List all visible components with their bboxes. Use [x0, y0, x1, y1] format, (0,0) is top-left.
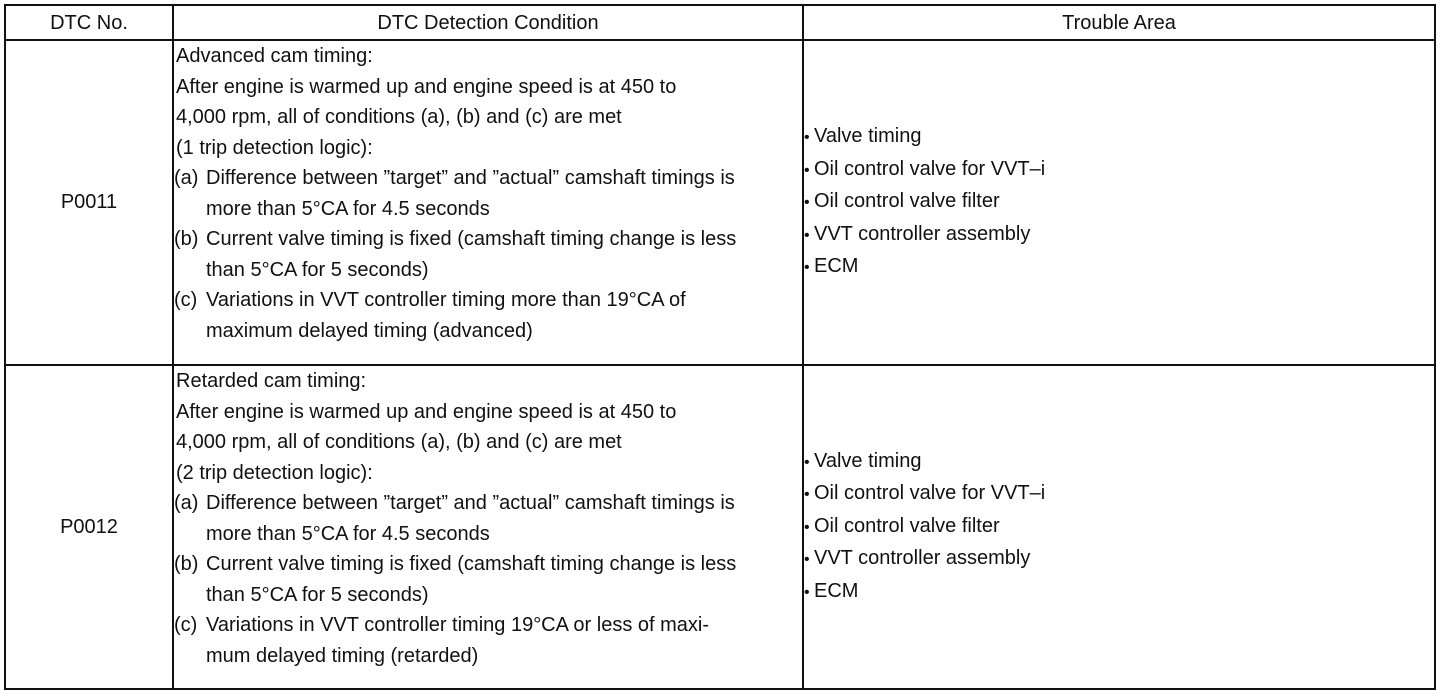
item-text: Variations in VVT controller timing 19°C… [206, 614, 710, 636]
condition-text: After engine is warmed up and engine spe… [176, 400, 677, 423]
list-item-label: VVT controller assembly [814, 222, 1031, 245]
list-item-label: Oil control valve for VVT–i [814, 482, 1046, 505]
list-item-label: Valve timing [814, 449, 922, 472]
condition-text: After engine is warmed up and engine spe… [176, 75, 677, 98]
condition-text: (1 trip detection logic): [176, 136, 373, 159]
list-item-label: Oil control valve for VVT–i [814, 157, 1046, 180]
item-continuation: more than 5°CA for 4.5 seconds [206, 522, 490, 545]
list-item: • ECM [804, 576, 1434, 609]
bullet-icon: • [804, 518, 810, 536]
list-item: • ECM [804, 251, 1434, 284]
condition-title: Advanced cam timing: [176, 45, 373, 67]
list-item-label: ECM [814, 579, 859, 602]
bullet-icon: • [804, 129, 810, 147]
item-marker: (c) [174, 614, 198, 636]
condition-item-a: (a) Difference between ”target” and ”actu… [174, 488, 802, 519]
item-text: Variations in VVT controller timing more… [206, 289, 686, 311]
item-continuation: than 5°CA for 5 seconds) [206, 258, 429, 281]
condition-item-b: (b) Current valve timing is fixed (camsha… [174, 549, 802, 580]
list-item: • Valve timing [804, 446, 1434, 479]
item-marker: (a) [174, 492, 199, 514]
list-item: • Oil control valve filter [804, 511, 1434, 544]
item-text: Difference between ”target” and ”actual”… [206, 492, 735, 514]
dtc-number-cell: P0011 [4, 39, 174, 366]
item-continuation: than 5°CA for 5 seconds) [206, 583, 429, 606]
list-item-label: Valve timing [814, 125, 922, 148]
condition-item-c: (c) Variations in VVT controller timing m… [174, 285, 802, 316]
bullet-icon: • [804, 486, 810, 504]
trouble-area-list: • Valve timing • Oil control valve for VVT… [804, 121, 1434, 284]
list-item: • VVT controller assembly [804, 543, 1434, 576]
detection-condition-cell: Retarded cam timing: After engine is war… [172, 364, 804, 690]
trouble-area-list: • Valve timing • Oil control valve for VVT… [804, 446, 1434, 609]
header-dtc-no: DTC No. [4, 4, 174, 41]
document-page: DTC No. DTC Detection Condition Trouble … [4, 4, 1436, 690]
item-marker: (a) [174, 167, 199, 189]
condition-item-a: (a) Difference between ”target” and ”actu… [174, 163, 802, 194]
list-item-label: VVT controller assembly [814, 547, 1031, 570]
item-continuation: maximum delayed timing (advanced) [206, 319, 533, 342]
condition-text: (2 trip detection logic): [176, 461, 373, 484]
list-item: • Valve timing [804, 121, 1434, 154]
condition-title: Retarded cam timing: [176, 370, 367, 392]
condition-item-b: (b) Current valve timing is fixed (camsha… [174, 224, 802, 255]
header-row: DTC No. DTC Detection Condition Trouble … [4, 4, 1436, 41]
table-row: P0012 Retarded cam timing: After engine … [4, 364, 1436, 690]
item-continuation: more than 5°CA for 4.5 seconds [206, 197, 490, 220]
header-trouble-area: Trouble Area [802, 4, 1436, 41]
item-text: Current valve timing is fixed (camshaft … [206, 228, 737, 250]
list-item: • VVT controller assembly [804, 219, 1434, 252]
condition-text: 4,000 rpm, all of conditions (a), (b) an… [176, 431, 622, 453]
trouble-area-cell: • Valve timing • Oil control valve for VVT… [802, 364, 1436, 690]
condition-text: 4,000 rpm, all of conditions (a), (b) an… [176, 106, 622, 128]
bullet-icon: • [804, 226, 810, 244]
list-item: • Oil control valve for VVT–i [804, 478, 1434, 511]
table-row: P0011 Advanced cam timing: After engine … [4, 39, 1436, 366]
list-item: • Oil control valve for VVT–i [804, 154, 1434, 187]
trouble-area-cell: • Valve timing • Oil control valve for VVT… [802, 39, 1436, 366]
list-item-label: Oil control valve filter [814, 514, 1000, 537]
item-marker: (b) [174, 553, 199, 575]
detection-condition-cell: Advanced cam timing: After engine is war… [172, 39, 804, 366]
table-header: DTC No. DTC Detection Condition Trouble … [4, 4, 1436, 41]
list-item-label: Oil control valve filter [814, 190, 1000, 213]
item-continuation: mum delayed timing (retarded) [206, 644, 479, 667]
dtc-table: DTC No. DTC Detection Condition Trouble … [4, 4, 1436, 690]
bullet-icon: • [804, 583, 810, 601]
table-body: P0011 Advanced cam timing: After engine … [4, 39, 1436, 690]
item-text: Current valve timing is fixed (camshaft … [206, 553, 737, 575]
item-text: Difference between ”target” and ”actual”… [206, 167, 735, 189]
bullet-icon: • [804, 259, 810, 277]
item-marker: (b) [174, 228, 199, 250]
bullet-icon: • [804, 453, 810, 471]
bullet-icon: • [804, 551, 810, 569]
condition-item-c: (c) Variations in VVT controller timing 1… [174, 610, 802, 641]
item-marker: (c) [174, 289, 198, 311]
bullet-icon: • [804, 194, 810, 212]
bullet-icon: • [804, 161, 810, 179]
list-item-label: ECM [814, 255, 859, 278]
list-item: • Oil control valve filter [804, 186, 1434, 219]
dtc-number-cell: P0012 [4, 364, 174, 690]
header-detection-condition: DTC Detection Condition [172, 4, 804, 41]
